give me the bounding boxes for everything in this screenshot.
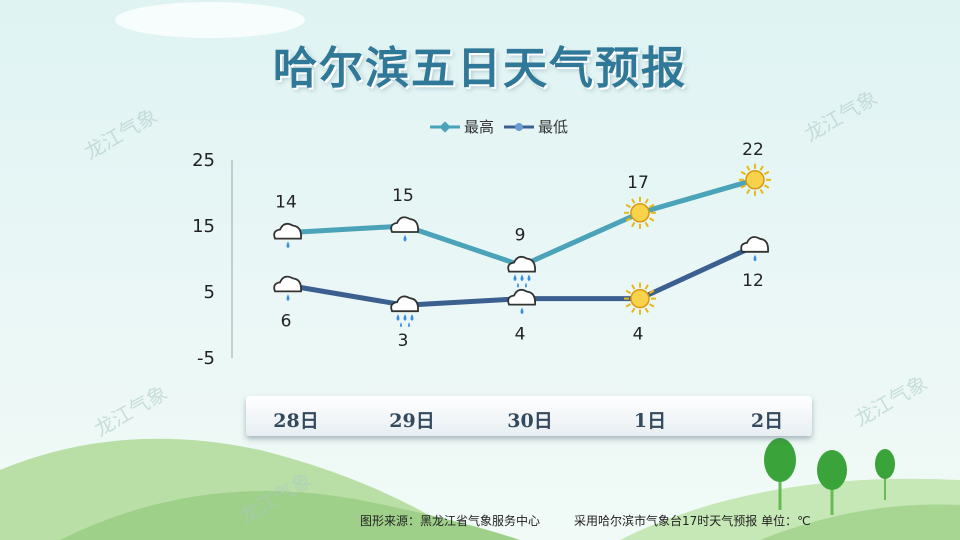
raindrop-icon — [513, 274, 517, 282]
raindrop-icon — [396, 314, 400, 321]
y-tick-label: 15 — [192, 216, 215, 237]
data-label: 17 — [627, 173, 649, 193]
y-tick-label: 5 — [203, 282, 215, 303]
sun-ray — [746, 165, 751, 171]
raindrop-icon — [410, 314, 414, 321]
heavy-rain-cloud-icon — [507, 255, 536, 288]
cloud-shape — [390, 295, 419, 313]
legend-high-marker — [430, 120, 460, 133]
sun-ray — [740, 170, 746, 176]
footer-note: 采用哈尔滨市气象台17时天气预报 单位：℃ — [574, 514, 811, 528]
rain-cloud-icon — [507, 288, 536, 315]
legend-high-label: 最高 — [464, 118, 495, 136]
x-tick-label: 2日 — [750, 410, 784, 432]
sun-ray — [764, 184, 770, 189]
sun-ray — [631, 198, 636, 204]
heavy-rain-cloud-icon — [390, 295, 419, 328]
x-tick-label: 30日 — [507, 410, 553, 432]
footer: 图形来源：黑龙江省气象服务中心 采用哈尔滨市气象台17时天气预报 单位：℃ — [360, 512, 811, 529]
sun-disc — [745, 170, 765, 190]
legend-low-label: 最低 — [538, 118, 569, 136]
sun-disc — [630, 203, 650, 223]
rain-cloud-icon — [273, 222, 302, 249]
sun-icon — [624, 282, 656, 315]
cloud-shape — [390, 216, 419, 233]
sun-ray — [644, 284, 649, 290]
raindrop-icon — [517, 282, 519, 288]
cloud-shape — [273, 222, 302, 240]
sun-disc — [630, 288, 650, 309]
rain-cloud-icon — [273, 275, 302, 301]
raindrop-icon — [753, 254, 757, 262]
sun-ray — [644, 307, 649, 313]
raindrop-icon — [527, 274, 531, 282]
cloud-icon — [740, 236, 769, 262]
footer-source: 图形来源：黑龙江省气象服务中心 — [360, 514, 541, 528]
data-label: 4 — [633, 325, 644, 345]
sun-ray — [631, 221, 636, 228]
raindrop-icon — [403, 314, 407, 321]
legend-item-high: 最高 — [430, 116, 494, 137]
sun-ray — [625, 289, 631, 294]
data-label: 12 — [742, 271, 764, 291]
raindrop-icon — [408, 322, 410, 328]
cloud-shape — [507, 288, 536, 306]
data-label: 6 — [281, 311, 292, 331]
data-label: 22 — [742, 140, 764, 160]
series-line-high — [287, 177, 756, 269]
y-tick-label: 25 — [192, 150, 215, 171]
raindrop-icon — [286, 241, 290, 249]
rain-cloud-icon — [390, 216, 419, 242]
raindrop-icon — [525, 282, 527, 288]
data-label: 9 — [515, 226, 526, 246]
raindrop-icon — [520, 307, 524, 315]
sun-ray — [649, 217, 655, 222]
tree-icon — [764, 438, 796, 482]
sun-ray — [746, 188, 751, 195]
legend-item-low: 最低 — [504, 116, 568, 137]
y-tick-label: -5 — [197, 348, 215, 369]
sun-ray — [644, 221, 649, 228]
sun-ray — [759, 165, 764, 171]
data-label: 15 — [392, 186, 414, 206]
sun-ray — [631, 307, 636, 313]
cloud-shape — [740, 236, 769, 253]
sun-ray — [740, 184, 746, 189]
cloud-shape — [273, 275, 302, 293]
cloud-shape — [507, 255, 536, 273]
sun-ray — [644, 198, 649, 204]
raindrop-icon — [403, 234, 407, 242]
sun-ray — [649, 289, 655, 294]
legend-low-marker — [504, 122, 535, 131]
raindrop-icon — [520, 274, 524, 282]
x-tick-label: 29日 — [389, 410, 435, 432]
data-label: 14 — [275, 193, 297, 213]
x-tick-label: 28日 — [273, 410, 319, 432]
sun-icon — [739, 163, 771, 196]
raindrop-icon — [400, 322, 402, 328]
sun-ray — [764, 170, 770, 176]
sun-ray — [625, 217, 631, 222]
sun-ray — [649, 303, 655, 308]
chart-legend: 最高 最低 — [430, 116, 568, 137]
data-label: 4 — [515, 325, 526, 345]
raindrop-icon — [286, 294, 290, 301]
sun-ray — [649, 203, 655, 209]
sun-ray — [625, 303, 631, 308]
x-tick-label: 1日 — [633, 410, 667, 432]
sun-ray — [759, 188, 764, 195]
sun-icon — [624, 196, 656, 229]
page-title: 哈尔滨五日天气预报 — [273, 43, 687, 94]
data-label: 3 — [398, 331, 409, 351]
sun-ray — [631, 284, 636, 290]
sun-ray — [625, 203, 631, 209]
x-axis-bar — [246, 396, 812, 436]
